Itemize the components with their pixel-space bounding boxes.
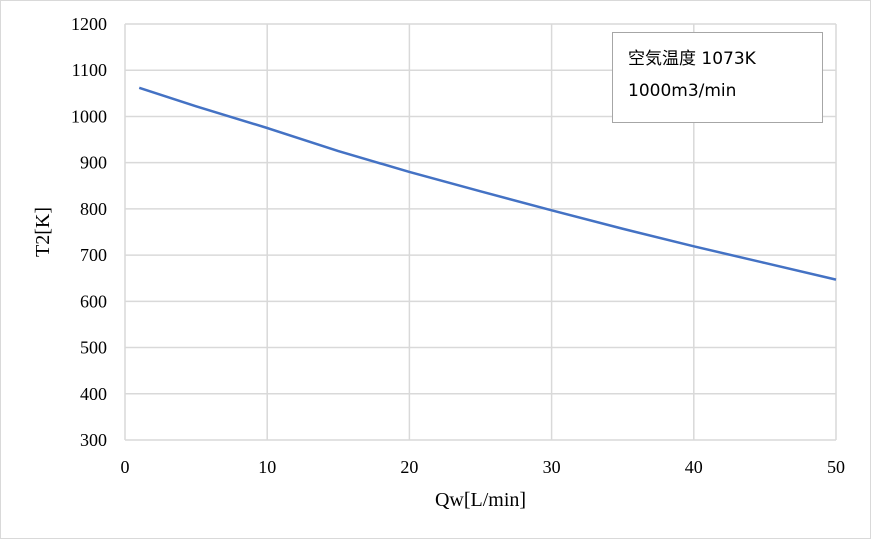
annotation-box: 空気温度 1073K 1000m3/min xyxy=(612,32,823,123)
y-tick-label: 1000 xyxy=(71,106,107,126)
x-tick-label: 20 xyxy=(400,457,418,477)
annotation-line-2: 1000m3/min xyxy=(628,81,737,101)
x-tick-label: 0 xyxy=(121,457,130,477)
y-tick-label: 700 xyxy=(80,245,107,265)
x-tick-label: 10 xyxy=(258,457,276,477)
y-tick-label: 1200 xyxy=(71,14,107,34)
x-tick-label: 40 xyxy=(685,457,703,477)
annotation-line-1: 空気温度 1073K xyxy=(628,49,756,69)
y-tick-label: 600 xyxy=(80,291,107,311)
y-tick-label: 400 xyxy=(80,384,107,404)
x-axis-label: Qw[L/min] xyxy=(435,489,526,511)
y-tick-label: 900 xyxy=(80,153,107,173)
x-tick-label: 30 xyxy=(543,457,561,477)
x-tick-label: 50 xyxy=(827,457,845,477)
y-axis-label: T2[K] xyxy=(32,207,54,257)
y-tick-label: 500 xyxy=(80,338,107,358)
y-tick-label: 800 xyxy=(80,199,107,219)
series-line xyxy=(138,86,837,281)
y-tick-label: 300 xyxy=(80,430,107,450)
y-tick-label: 1100 xyxy=(72,60,107,80)
